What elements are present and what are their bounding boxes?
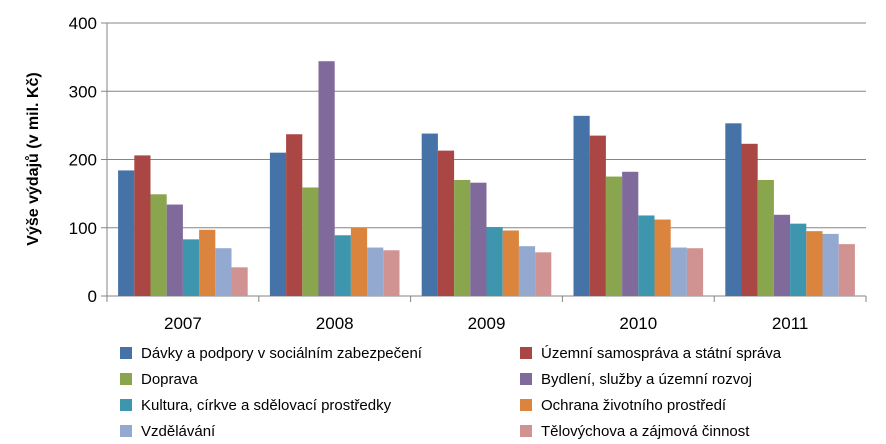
bar: [318, 61, 335, 296]
y-tick-label: 200: [69, 151, 97, 170]
bar: [269, 152, 287, 296]
legend-swatch: [120, 347, 132, 359]
legend-item: Bydlení, služby a územní rozvoj: [520, 366, 860, 392]
bar: [806, 231, 823, 296]
legend-label: Doprava: [141, 370, 198, 388]
bar: [502, 230, 519, 296]
legend-swatch: [520, 425, 532, 437]
legend-item: Územní samospráva a státní správa: [520, 340, 860, 366]
bar: [638, 215, 655, 296]
bar: [134, 155, 151, 296]
bar: [773, 214, 791, 296]
x-tick-label: 2007: [164, 314, 202, 333]
x-tick-label: 2011: [772, 314, 809, 333]
bar: [838, 244, 855, 296]
bar: [367, 247, 384, 296]
bar: [757, 179, 774, 296]
bar: [231, 267, 248, 296]
bar-chart: 0 100 200 300 400 2007 2008 2009 2010 2011 Výše v…: [25, 14, 867, 333]
bar: [150, 194, 167, 296]
bar: [383, 250, 400, 296]
y-tick-label: 400: [69, 14, 97, 33]
bar: [118, 170, 135, 296]
legend-swatch: [520, 347, 532, 359]
bar: [470, 182, 487, 296]
bar: [350, 227, 368, 296]
bar: [334, 235, 351, 296]
bar: [686, 248, 704, 296]
legend-swatch: [120, 399, 132, 411]
bar: [725, 123, 742, 296]
y-axis-label: Výše výdajů (v mil. Kč): [25, 72, 42, 245]
legend-item: Ochrana životního prostředí: [520, 392, 860, 418]
legend: Dávky a podpory v sociálním zabezpečení Ú…: [120, 340, 860, 444]
bar: [437, 150, 455, 296]
bar: [622, 171, 639, 296]
x-tick-label: 2009: [468, 314, 506, 333]
legend-item: Dávky a podpory v sociálním zabezpečení: [120, 340, 520, 366]
legend-label: Kultura, církve a sdělovací prostředky: [141, 396, 392, 414]
bar: [535, 252, 552, 296]
bars: [118, 61, 855, 296]
legend-item: Kultura, církve a sdělovací prostředky: [120, 392, 520, 418]
legend-item: Doprava: [120, 366, 520, 392]
bar: [822, 233, 839, 296]
x-tick-label: 2008: [316, 314, 354, 333]
legend-label: Vzdělávání: [141, 422, 216, 440]
tick-labels: 0 100 200 300 400 2007 2008 2009 2010 2011: [69, 14, 809, 333]
bar: [199, 229, 216, 296]
bar: [573, 115, 590, 296]
legend-item: Vzdělávání: [120, 418, 520, 444]
legend-swatch: [120, 425, 132, 437]
bar: [486, 227, 503, 296]
legend-item: Tělovýchova a zájmová činnost: [520, 418, 860, 444]
bar: [215, 248, 232, 296]
x-tick-label: 2010: [619, 314, 657, 333]
bar: [454, 179, 471, 296]
legend-swatch: [120, 373, 132, 385]
bar: [182, 239, 200, 296]
legend-label: Dávky a podpory v sociálním zabezpečení: [141, 344, 422, 362]
y-tick-label: 100: [69, 219, 97, 238]
legend-label: Bydlení, služby a územní rozvoj: [541, 370, 752, 388]
bar: [286, 134, 303, 296]
bar: [670, 247, 687, 296]
bar: [421, 133, 438, 296]
bar: [654, 219, 671, 296]
legend-label: Ochrana životního prostředí: [541, 396, 727, 414]
bar: [790, 223, 807, 296]
legend-swatch: [520, 399, 532, 411]
bar: [589, 135, 606, 296]
bar: [166, 204, 183, 296]
legend-label: Tělovýchova a zájmová činnost: [541, 422, 750, 440]
bar: [518, 246, 536, 296]
y-tick-label: 0: [88, 287, 97, 306]
bar: [302, 187, 319, 296]
bar: [741, 143, 758, 296]
y-tick-label: 300: [69, 82, 97, 101]
legend-label: Územní samospráva a státní správa: [541, 344, 782, 362]
legend-swatch: [520, 373, 532, 385]
bar: [605, 176, 623, 296]
